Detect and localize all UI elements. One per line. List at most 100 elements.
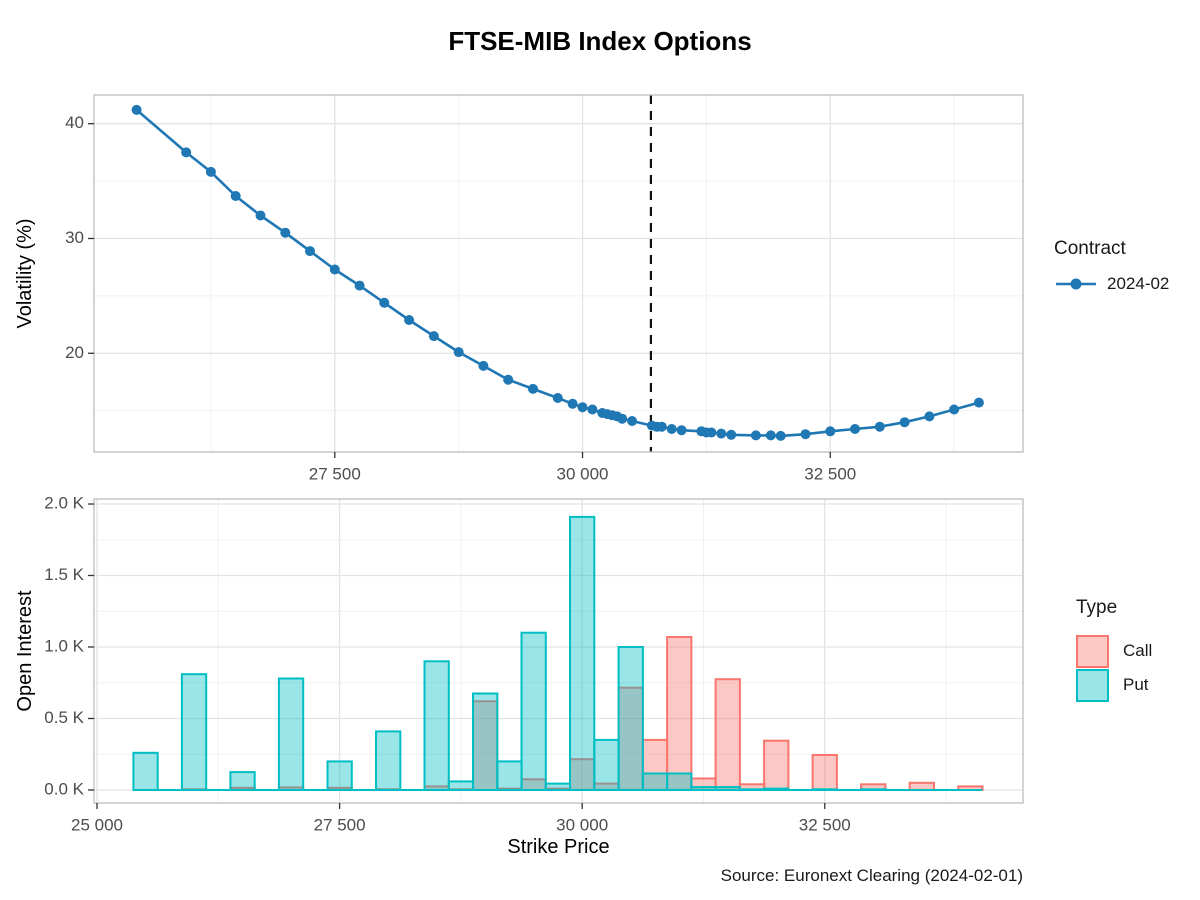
volatility-smile-line	[135, 108, 980, 438]
contract-legend: Contract 2024-02	[1054, 238, 1169, 294]
put-bars	[132, 515, 887, 792]
axis-labels: 27 500 30 000 32 500 20 30 40	[65, 113, 856, 483]
open-interest-panel: 25 000 27 500 30 000 32 500 0.0 K 0.5 K 1.0 K 1…	[14, 493, 1024, 858]
vol-data-point	[874, 421, 885, 432]
put-bar	[472, 692, 499, 791]
vol-data-point	[627, 416, 638, 426]
call-bars	[180, 636, 984, 792]
vol-data-point	[354, 280, 365, 291]
put-swatch-icon	[1076, 668, 1109, 702]
y-axis-title: Open Interest	[14, 590, 36, 712]
call-bar	[714, 678, 741, 792]
put-bar	[593, 738, 620, 791]
gridlines	[94, 95, 1023, 452]
y-tick-label: 1.5 K	[44, 565, 84, 584]
call-swatch-icon	[1076, 634, 1109, 668]
put-bar	[666, 772, 693, 791]
vol-data-point	[329, 264, 340, 275]
x-tick-label: 32 500	[799, 815, 851, 834]
vol-data-point	[949, 404, 960, 415]
type-legend: Type Call Put	[1076, 597, 1152, 702]
vol-data-point	[726, 429, 737, 440]
type-legend-item-call: Call	[1076, 634, 1152, 668]
put-bar	[641, 772, 669, 791]
vol-data-point	[800, 429, 811, 440]
vol-data-point	[230, 191, 241, 201]
y-axis-title: Volatility (%)	[14, 218, 36, 328]
call-bar	[763, 739, 790, 792]
axis-labels: 25 000 27 500 30 000 32 500 0.0 K 0.5 K 1.0 K 1…	[44, 493, 850, 834]
vol-data-point	[404, 315, 415, 325]
x-tick-label: 30 000	[556, 815, 608, 834]
put-bar	[229, 771, 256, 791]
vol-data-point	[706, 427, 717, 438]
vol-data-point	[899, 417, 910, 428]
x-axis-title: Strike Price	[507, 836, 609, 858]
y-tick-label: 0.5 K	[44, 708, 84, 727]
vol-data-point	[617, 413, 628, 424]
vol-data-point	[181, 147, 192, 158]
put-bar	[326, 760, 353, 792]
call-bar	[666, 636, 693, 791]
contract-legend-item: 2024-02	[1054, 274, 1169, 294]
vol-data-point	[825, 426, 836, 437]
y-tick-label: 1.0 K	[44, 636, 84, 655]
source-note: Source: Euronext Clearing (2024-02-01)	[720, 866, 1023, 885]
contract-legend-label: 2024-02	[1107, 274, 1170, 293]
vol-data-point	[379, 297, 390, 308]
vol-data-point	[577, 402, 588, 413]
y-tick-label: 40	[65, 113, 84, 132]
vol-data-point	[552, 393, 563, 403]
y-tick-label: 30	[65, 228, 84, 247]
volatility-points	[131, 104, 984, 441]
volatility-smile-panel: 27 500 30 000 32 500 20 30 40 Volatility (%)	[14, 94, 1024, 483]
panel-border	[93, 498, 1024, 804]
vol-data-point	[131, 104, 142, 115]
vol-data-point	[453, 347, 464, 358]
call-bar	[908, 781, 936, 791]
x-tick-label: 32 500	[804, 464, 856, 483]
vol-data-point	[503, 374, 514, 385]
put-bar	[277, 677, 305, 791]
type-legend-item-put: Put	[1076, 668, 1152, 702]
gridlines	[94, 499, 1023, 803]
line-marker-icon	[1056, 278, 1096, 290]
vol-data-point	[676, 425, 687, 436]
vol-data-point	[587, 404, 598, 415]
x-tick-label: 30 000	[557, 464, 609, 483]
put-bar	[180, 673, 208, 792]
vol-data-point	[775, 430, 786, 441]
vol-data-point	[666, 424, 677, 434]
contract-legend-title: Contract	[1054, 238, 1126, 259]
vol-data-point	[656, 421, 667, 432]
put-bar	[375, 730, 402, 792]
put-bar	[132, 751, 159, 791]
vol-data-point	[567, 398, 578, 409]
put-bar	[447, 780, 475, 792]
put-bar	[569, 515, 596, 792]
vol-data-point	[528, 383, 538, 394]
y-tick-label: 20	[65, 343, 84, 362]
vol-data-point	[716, 428, 727, 439]
chart-title: FTSE-MIB Index Options	[448, 26, 752, 56]
put-bar	[423, 660, 450, 791]
vol-data-point	[305, 246, 315, 257]
vol-data-point	[924, 411, 935, 422]
y-tick-label: 2.0 K	[44, 493, 84, 512]
put-bar	[496, 760, 523, 792]
vol-data-point	[973, 397, 984, 408]
vol-data-point	[255, 210, 266, 221]
vol-data-point	[205, 166, 216, 177]
panel-border	[93, 94, 1024, 453]
x-tick-label: 25 000	[71, 815, 123, 834]
vol-data-point	[850, 424, 860, 434]
key-point	[1070, 278, 1082, 290]
vol-data-point	[428, 331, 439, 342]
y-tick-label: 0.0 K	[44, 779, 84, 798]
put-bar	[520, 631, 547, 792]
vol-data-point	[765, 430, 776, 441]
vol-data-point	[750, 430, 761, 441]
x-tick-label: 27 500	[309, 464, 361, 483]
